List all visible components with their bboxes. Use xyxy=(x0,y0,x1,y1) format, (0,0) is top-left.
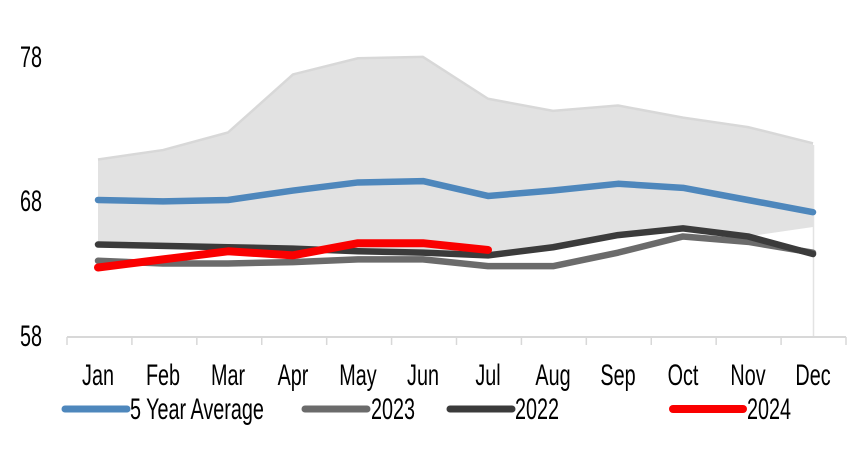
series-2022-line xyxy=(94,225,817,259)
legend-2022-label: 2022 xyxy=(515,393,559,426)
legend-2024-label: 2024 xyxy=(747,393,791,426)
five-year-range-band xyxy=(98,56,813,256)
band-top-edge xyxy=(97,55,814,161)
series-2024-line xyxy=(94,239,492,272)
x-tick-label: Nov xyxy=(730,359,765,392)
x-tick-label: Sep xyxy=(600,359,635,392)
x-axis-labels: Jan Feb Mar Apr May Jun Jul Aug Sep Oct … xyxy=(82,359,831,392)
series-5-year-average-line xyxy=(94,177,817,216)
x-tick-label: Apr xyxy=(278,359,309,392)
x-tick-label: Aug xyxy=(535,359,570,392)
y-tick-label-78: 78 xyxy=(20,41,42,74)
x-tick-label: Dec xyxy=(795,359,830,392)
x-tick-label: May xyxy=(339,359,377,392)
x-tick-label: Mar xyxy=(211,359,246,392)
x-tick-label: Jul xyxy=(475,359,500,392)
x-tick-label: Jan xyxy=(82,359,114,392)
x-tick-label: Jun xyxy=(407,359,439,392)
legend-2023-label: 2023 xyxy=(371,393,415,426)
x-tick-label: Oct xyxy=(668,359,699,392)
x-tick-label: Feb xyxy=(146,359,180,392)
chart-legend: 5 Year Average 2023 2022 2024 xyxy=(61,393,791,426)
y-tick-label-58: 58 xyxy=(20,320,42,353)
series-2023-line xyxy=(94,233,817,270)
legend-5-year-average-label: 5 Year Average xyxy=(130,393,264,426)
x-axis-ticks xyxy=(66,337,847,345)
y-tick-label-68: 68 xyxy=(20,185,42,218)
